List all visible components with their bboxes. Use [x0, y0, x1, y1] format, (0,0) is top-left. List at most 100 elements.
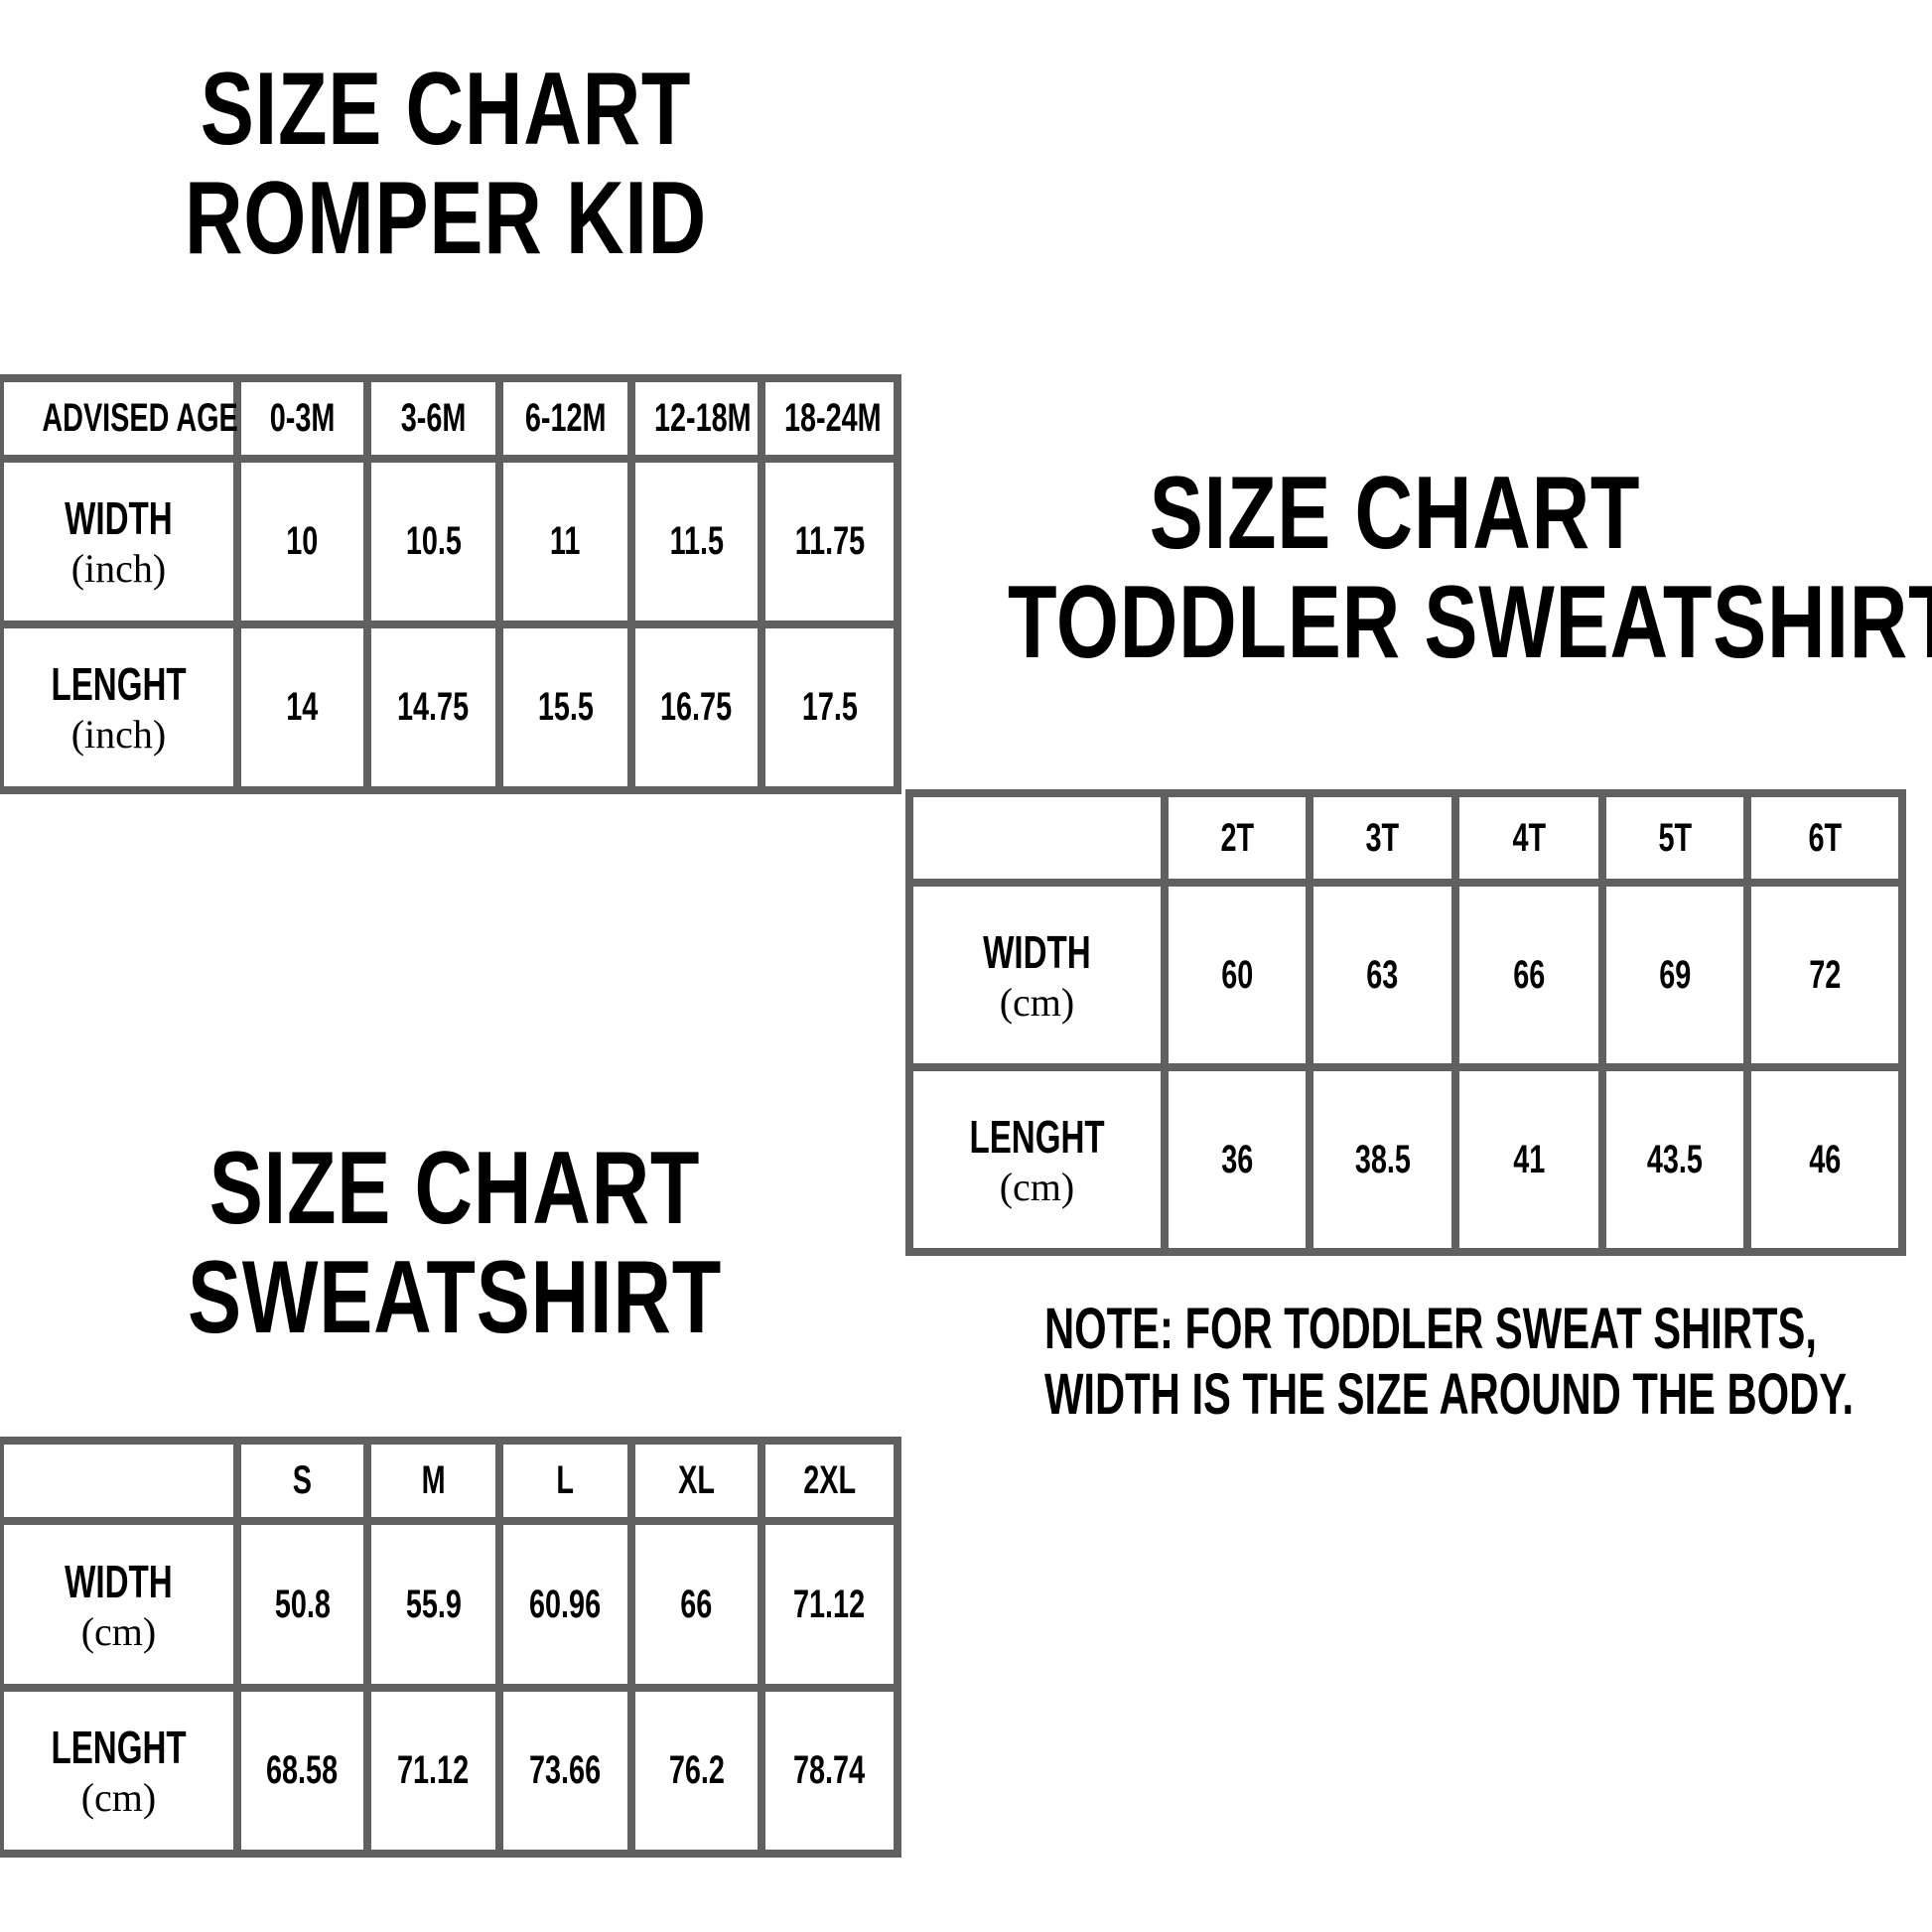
header-cell: [0, 1436, 241, 1526]
note-line: NOTE: FOR TODDLER SWEAT SHIRTS,: [1044, 1297, 1817, 1361]
header-cell: 4T: [1451, 788, 1606, 888]
table-row: LENGHT (cm) 68.58 71.12 73.66 76.2 78.74: [0, 1683, 901, 1859]
table-row: WIDTH (inch) 10 10.5 11 11.5 11.75: [0, 455, 901, 629]
value-cell: 11.75: [758, 455, 901, 629]
value-cell: 38.5: [1306, 1063, 1459, 1256]
header-cell: 5T: [1598, 788, 1751, 888]
value-cell: 69: [1598, 879, 1751, 1072]
header-text: 18-24M: [783, 396, 882, 441]
value-text: 46: [1808, 1137, 1842, 1181]
value-cell: 68.58: [233, 1683, 371, 1859]
value-text: 38.5: [1354, 1137, 1411, 1181]
header-row: 2T 3T 4T 5T 6T: [905, 788, 1906, 888]
row-label: LENGHT: [969, 1110, 1105, 1163]
title-line: SIZE CHART: [208, 1131, 701, 1246]
value-cell: 66: [1451, 879, 1606, 1072]
header-text: 12-18M: [653, 396, 752, 441]
header-text: 4T: [1512, 815, 1546, 860]
value-text: 71.12: [793, 1582, 866, 1626]
header-cell: 6T: [1743, 788, 1906, 888]
header-cell: 3-6M: [363, 373, 503, 464]
romper-title: SIZE CHART ROMPER KID: [0, 58, 892, 276]
value-cell: 10.5: [363, 455, 503, 629]
value-text: 11.5: [669, 519, 724, 564]
header-cell: L: [495, 1436, 635, 1526]
title-line: TODDLER SWEATSHIRT: [1008, 565, 1932, 680]
table-row: WIDTH (cm) 50.8 55.9 60.96 66 71.12: [0, 1517, 901, 1692]
header-cell: XL: [627, 1436, 765, 1526]
header-text: S: [292, 1458, 313, 1503]
row-label: WIDTH: [65, 492, 173, 545]
value-cell: 76.2: [627, 1683, 765, 1859]
row-label-cell: LENGHT (cm): [905, 1063, 1169, 1256]
value-text: 10.5: [405, 519, 462, 564]
value-cell: 46: [1743, 1063, 1906, 1256]
header-cell: 18-24M: [758, 373, 901, 464]
table-row: LENGHT (cm) 36 38.5 41 43.5 46: [905, 1063, 1906, 1256]
value-text: 69: [1658, 952, 1692, 997]
header-text: 6-12M: [524, 396, 607, 441]
value-cell: 36: [1161, 1063, 1313, 1256]
row-label: LENGHT: [51, 658, 187, 711]
romper-size-table: ADVISED AGE 0-3M 3-6M 6-12M 12-18M 18-24M WIDT…: [0, 373, 901, 794]
header-cell: 3T: [1306, 788, 1459, 888]
value-text: 50.8: [274, 1582, 331, 1626]
title-line: ROMPER KID: [184, 161, 708, 276]
value-cell: 43.5: [1598, 1063, 1751, 1256]
title-line: SIZE CHART: [1149, 456, 1641, 571]
toddler-size-table: 2T 3T 4T 5T 6T WIDTH (cm) 60 63 66 69 72 LENGHT (cm) 3…: [905, 788, 1906, 1256]
value-text: 10: [286, 519, 319, 564]
value-cell: 14.75: [363, 621, 503, 794]
value-cell: 14: [233, 621, 371, 794]
value-text: 68.58: [266, 1747, 339, 1792]
table-row: WIDTH (cm) 60 63 66 69 72: [905, 879, 1906, 1072]
header-text: 3-6M: [400, 396, 467, 441]
sweatshirt-size-table: S M L XL 2XL WIDTH (cm) 50.8 55.9 60.96 66 71.12 LEN…: [0, 1436, 901, 1859]
value-text: 63: [1366, 952, 1399, 997]
header-cell: 12-18M: [627, 373, 765, 464]
header-text: 6T: [1808, 815, 1842, 860]
value-cell: 71.12: [363, 1683, 503, 1859]
row-label-cell: LENGHT (inch): [0, 621, 241, 794]
sweatshirt-title: SIZE CHART SWEATSHIRT: [0, 1137, 909, 1355]
header-text: 3T: [1365, 815, 1400, 860]
value-cell: 11: [495, 455, 635, 629]
value-text: 71.12: [397, 1747, 470, 1792]
header-cell: 2XL: [758, 1436, 901, 1526]
value-text: 15.5: [537, 685, 594, 730]
row-label-cell: WIDTH (cm): [0, 1517, 241, 1692]
value-cell: 16.75: [627, 621, 765, 794]
header-text: 2T: [1220, 815, 1254, 860]
value-text: 60: [1220, 952, 1254, 997]
value-cell: 60: [1161, 879, 1313, 1072]
value-text: 14.75: [397, 685, 470, 730]
value-cell: 72: [1743, 879, 1906, 1072]
value-cell: 66: [627, 1517, 765, 1692]
value-text: 66: [1512, 952, 1546, 997]
value-text: 72: [1808, 952, 1842, 997]
row-label: LENGHT: [51, 1721, 187, 1773]
row-label: WIDTH: [983, 925, 1091, 978]
row-unit: (cm): [999, 979, 1075, 1025]
row-label-cell: WIDTH (cm): [905, 879, 1169, 1072]
value-text: 43.5: [1646, 1137, 1704, 1181]
value-text: 14: [286, 685, 319, 730]
header-text: 0-3M: [269, 396, 336, 441]
value-cell: 73.66: [495, 1683, 635, 1859]
header-cell: 0-3M: [233, 373, 371, 464]
value-text: 76.2: [668, 1747, 725, 1792]
header-text: XL: [678, 1458, 715, 1503]
value-cell: 60.96: [495, 1517, 635, 1692]
value-cell: 17.5: [758, 621, 901, 794]
title-line: SWEATSHIRT: [187, 1240, 723, 1355]
value-text: 11.75: [794, 519, 865, 564]
toddler-note: NOTE: FOR TODDLER SWEAT SHIRTS, WIDTH IS…: [905, 1296, 1898, 1427]
row-unit: (cm): [80, 1608, 157, 1654]
value-cell: 71.12: [758, 1517, 901, 1692]
value-cell: 63: [1306, 879, 1459, 1072]
title-line: SIZE CHART: [200, 52, 692, 167]
row-label-cell: LENGHT (cm): [0, 1683, 241, 1859]
header-cell: [905, 788, 1169, 888]
table-row: LENGHT (inch) 14 14.75 15.5 16.75 17.5: [0, 621, 901, 794]
value-cell: 50.8: [233, 1517, 371, 1692]
